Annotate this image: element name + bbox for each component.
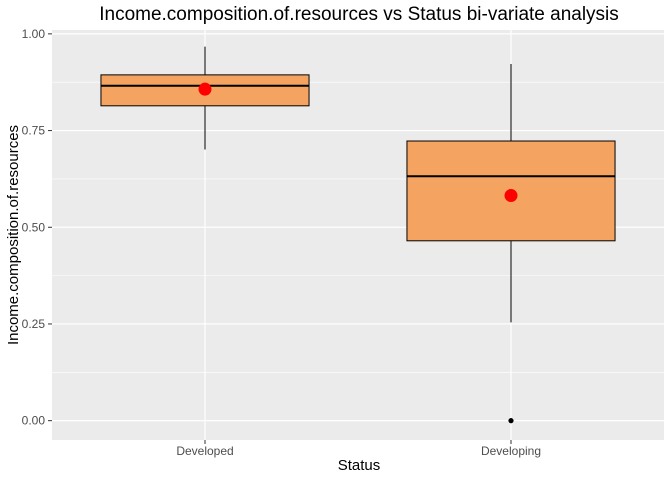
boxes [100,46,616,424]
mean-point [504,189,518,203]
y-axis: 0.00 0.25 0.50 0.75 1.00 [22,27,52,428]
x-tick-label: Developing [481,444,541,458]
mean-point [198,82,212,96]
outlier-point [508,418,514,424]
y-tick-label: 0.25 [22,317,46,331]
box-developed [100,46,310,150]
chart-title: Income.composition.of.resources vs Statu… [99,4,619,25]
y-axis-title: Income.composition.of.resources [5,125,22,345]
x-axis: Developed Developing [176,440,541,458]
box-developing [406,64,616,424]
y-tick-label: 1.00 [22,27,46,41]
y-tick-label: 0.50 [22,220,46,234]
y-tick-label: 0.75 [22,124,46,138]
x-axis-title: Status [338,457,381,474]
y-tick-label: 0.00 [22,414,46,428]
x-tick-label: Developed [176,444,233,458]
